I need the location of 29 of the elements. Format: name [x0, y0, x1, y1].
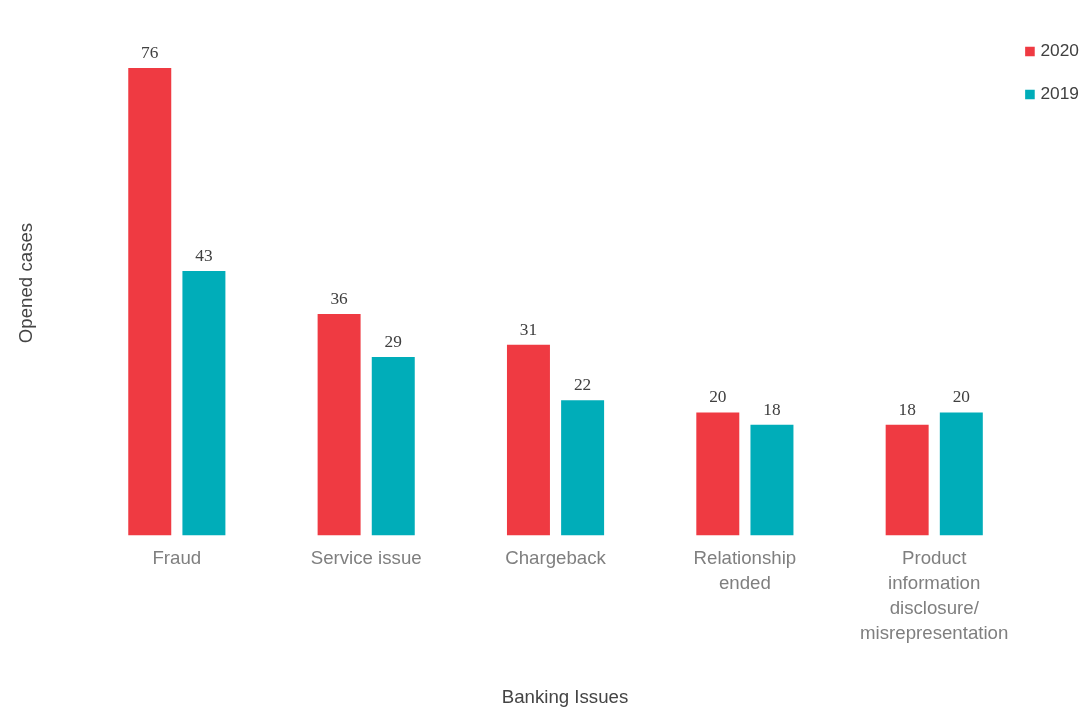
x-tick-label: Relationship ended	[693, 546, 797, 593]
bar	[696, 412, 740, 536]
x-tick-label: Product information disclosure/ misrepresentation	[860, 546, 1009, 644]
bar	[885, 424, 929, 536]
legend-label: 2019	[1040, 83, 1079, 104]
data-label: 18	[898, 399, 916, 419]
data-label: 36	[330, 289, 349, 309]
x-tick-label: Chargeback	[505, 546, 607, 568]
bar	[182, 270, 226, 536]
y-axis-title: Opened cases	[14, 222, 36, 344]
bar	[371, 357, 415, 536]
data-label: 76	[141, 42, 159, 62]
x-axis-title: Banking Issues	[501, 686, 629, 708]
bar	[317, 314, 361, 536]
data-label: 18	[763, 399, 781, 419]
data-label: 29	[384, 332, 402, 352]
bar	[939, 412, 983, 536]
x-tick-label: Service issue	[310, 546, 422, 568]
data-label: 22	[573, 375, 592, 395]
legend-label: 2020	[1040, 40, 1079, 61]
data-label: 20	[952, 387, 970, 407]
x-tick-label: Fraud	[152, 546, 202, 568]
bar	[750, 424, 794, 536]
bar	[506, 344, 550, 536]
data-label: 31	[519, 319, 538, 339]
data-label: 43	[195, 245, 213, 265]
bar	[128, 67, 172, 536]
data-label: 20	[709, 387, 727, 407]
bar	[561, 400, 605, 536]
